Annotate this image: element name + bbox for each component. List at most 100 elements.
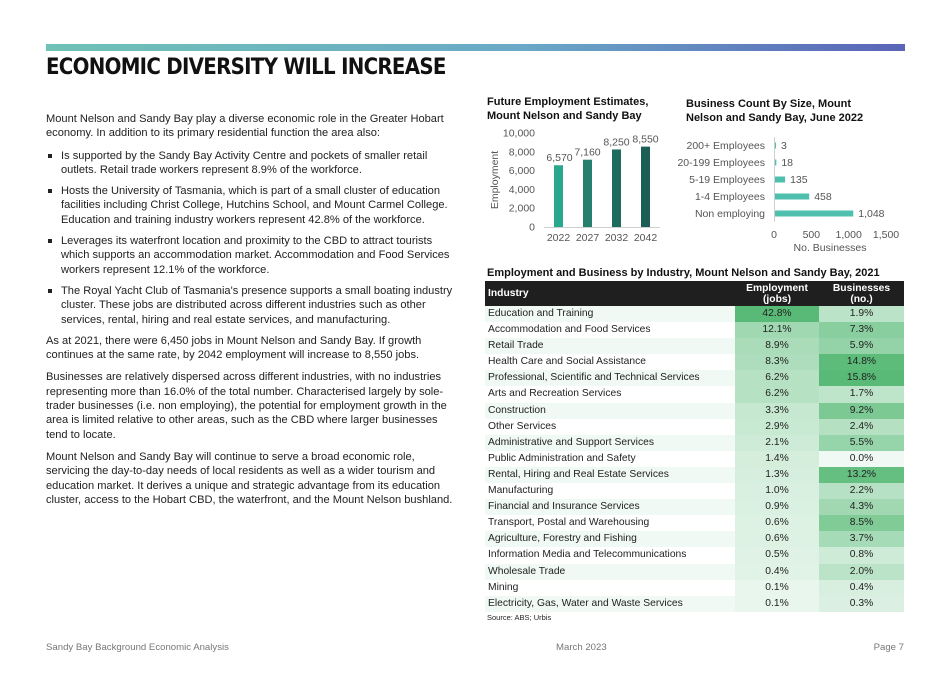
table-row: Accommodation and Food Services 12.1% 7.3%	[485, 322, 904, 339]
x-tick-label: 500	[803, 229, 821, 241]
table-row: Retail Trade 8.9% 5.9%	[485, 338, 904, 355]
table-row: Professional, Scientific and Technical S…	[485, 370, 904, 387]
businesses-cell: 1.7%	[819, 386, 904, 403]
employment-cell: 8.9%	[735, 338, 819, 355]
y-tick-label: 4,000	[509, 184, 535, 196]
table-row: Agriculture, Forestry and Fishing 0.6% 3.7…	[485, 531, 904, 548]
bar-2027	[583, 159, 592, 227]
industry-cell: Public Administration and Safety	[488, 452, 636, 464]
businesses-cell: 3.7%	[819, 531, 904, 548]
businesses-cell: 8.5%	[819, 515, 904, 532]
bar-value-label: 8,550	[632, 134, 658, 146]
table-header-row: Industry Employment (jobs) Businesses (no.…	[485, 281, 904, 306]
y-tick-label: 2,000	[509, 203, 535, 215]
industry-cell: Health Care and Social Assistance	[488, 356, 646, 368]
category-label: 5-19 Employees	[689, 174, 765, 186]
business-size-bar-chart: 200+ Employees 3 20-199 Employees 18 5-19 Em…	[677, 137, 899, 254]
table-row: Public Administration and Safety 1.4% 0.0%	[485, 450, 904, 467]
industry-cell: Information Media and Telecommunications	[488, 549, 687, 561]
bullet-item: Is supported by the Sandy Bay Activity C…	[46, 149, 460, 178]
employment-cell: 0.9%	[735, 499, 819, 516]
bar-5-19-employees	[775, 176, 786, 183]
industry-table-title: Employment and Business by Industry, Mou…	[487, 267, 880, 279]
employment-cell: 0.1%	[735, 579, 819, 596]
x-tick-label: 2022	[547, 232, 571, 244]
industry-cell: Mining	[488, 581, 519, 593]
businesses-cell: 2.2%	[819, 483, 904, 500]
business-paragraph: Businesses are relatively dispersed acro…	[46, 371, 447, 441]
y-tick-label: 8,000	[509, 146, 535, 158]
table-row: Wholesale Trade 0.4% 2.0%	[485, 563, 904, 580]
bar-value-label: 1,048	[858, 208, 884, 220]
industry-cell: Transport, Postal and Warehousing	[488, 517, 650, 529]
header-accent-bar	[46, 44, 905, 51]
businesses-cell: 13.2%	[819, 466, 904, 484]
x-tick-label: 2042	[634, 232, 658, 244]
category-label: 20-199 Employees	[677, 157, 765, 169]
table-row: Education and Training 42.8% 1.9%	[485, 306, 904, 323]
employment-cell: 1.3%	[735, 466, 819, 484]
x-tick-label: 1,000	[836, 229, 862, 241]
table-row: Financial and Insurance Services 0.9% 4.3%	[485, 499, 904, 516]
industry-cell: Wholesale Trade	[485, 563, 735, 580]
x-tick-label: 0	[771, 229, 777, 241]
employment-cell: 0.1%	[735, 595, 819, 612]
bar-value-label: 6,570	[546, 152, 572, 164]
employment-cell: 0.4%	[735, 563, 819, 580]
industry-cell: Administrative and Support Services	[485, 434, 735, 451]
bullet-item: Hosts the University of Tasmania, which …	[46, 184, 460, 227]
growth-paragraph: As at 2021, there were 6,450 jobs in Mou…	[46, 334, 422, 362]
employment-cell: 2.1%	[735, 434, 819, 451]
y-tick-label: 0	[529, 222, 535, 234]
bar-non-employing	[775, 210, 854, 217]
industry-cell: Electricity, Gas, Water and Waste Servic…	[485, 595, 735, 612]
column-header-industry: Industry	[485, 281, 735, 306]
footer-date: March 2023	[556, 642, 607, 653]
industry-cell: Manufacturing	[488, 485, 554, 497]
employment-cell: 1.0%	[735, 483, 819, 500]
businesses-cell: 14.8%	[819, 354, 904, 371]
footer-page-number: Page 7	[873, 642, 904, 653]
industry-cell: Construction	[485, 402, 735, 419]
bar-value-label: 135	[790, 174, 808, 186]
employment-cell: 8.3%	[735, 354, 819, 371]
industry-table: Industry Employment (jobs) Businesses (no.…	[485, 281, 904, 612]
table-row: Health Care and Social Assistance 8.3% 14.…	[485, 354, 904, 371]
industry-cell: Professional, Scientific and Technical S…	[485, 370, 735, 387]
employment-cell: 3.3%	[735, 402, 819, 419]
bar-20-199-employees	[775, 159, 777, 166]
table-row: Electricity, Gas, Water and Waste Servic…	[485, 595, 904, 612]
employment-chart-title: Future Employment Estimates, Mount Nelso…	[487, 96, 649, 122]
employment-cell: 0.5%	[735, 547, 819, 564]
table-row: Information Media and Telecommunications…	[485, 547, 904, 564]
column-header-employment: Employment (jobs)	[735, 281, 819, 306]
employment-cell: 0.6%	[735, 515, 819, 532]
businesses-cell: 4.3%	[819, 499, 904, 516]
businesses-cell: 7.3%	[819, 322, 904, 339]
businesses-cell: 0.3%	[819, 595, 904, 612]
businesses-cell: 2.0%	[819, 563, 904, 580]
industry-cell: Accommodation and Food Services	[488, 324, 651, 336]
employment-cell: 0.6%	[735, 531, 819, 548]
businesses-cell: 1.9%	[819, 306, 904, 323]
industry-cell: Agriculture, Forestry and Fishing	[485, 531, 735, 548]
bullet-item: The Royal Yacht Club of Tasmania's prese…	[46, 284, 460, 327]
x-axis-label: No. Businesses	[794, 242, 867, 254]
businesses-cell: 2.4%	[819, 418, 904, 435]
employment-cell: 1.4%	[735, 450, 819, 467]
industry-cell: Retail Trade	[485, 338, 735, 355]
bar-value-label: 8,250	[603, 136, 629, 148]
category-label: Non employing	[695, 208, 765, 220]
employment-cell: 42.8%	[735, 306, 819, 323]
bar-1-4-employees	[775, 193, 810, 200]
bar-2022	[554, 165, 563, 227]
businesses-cell: 5.9%	[819, 338, 904, 355]
bar-value-label: 3	[781, 140, 787, 152]
businesses-cell: 9.2%	[819, 402, 904, 419]
employment-cell: 2.9%	[735, 418, 819, 435]
y-tick-label: 6,000	[509, 165, 535, 177]
industry-cell: Other Services	[488, 420, 557, 432]
bar-value-label: 7,160	[574, 147, 600, 159]
x-tick-label: 2032	[605, 232, 629, 244]
table-row: Mining 0.1% 0.4%	[485, 579, 904, 596]
